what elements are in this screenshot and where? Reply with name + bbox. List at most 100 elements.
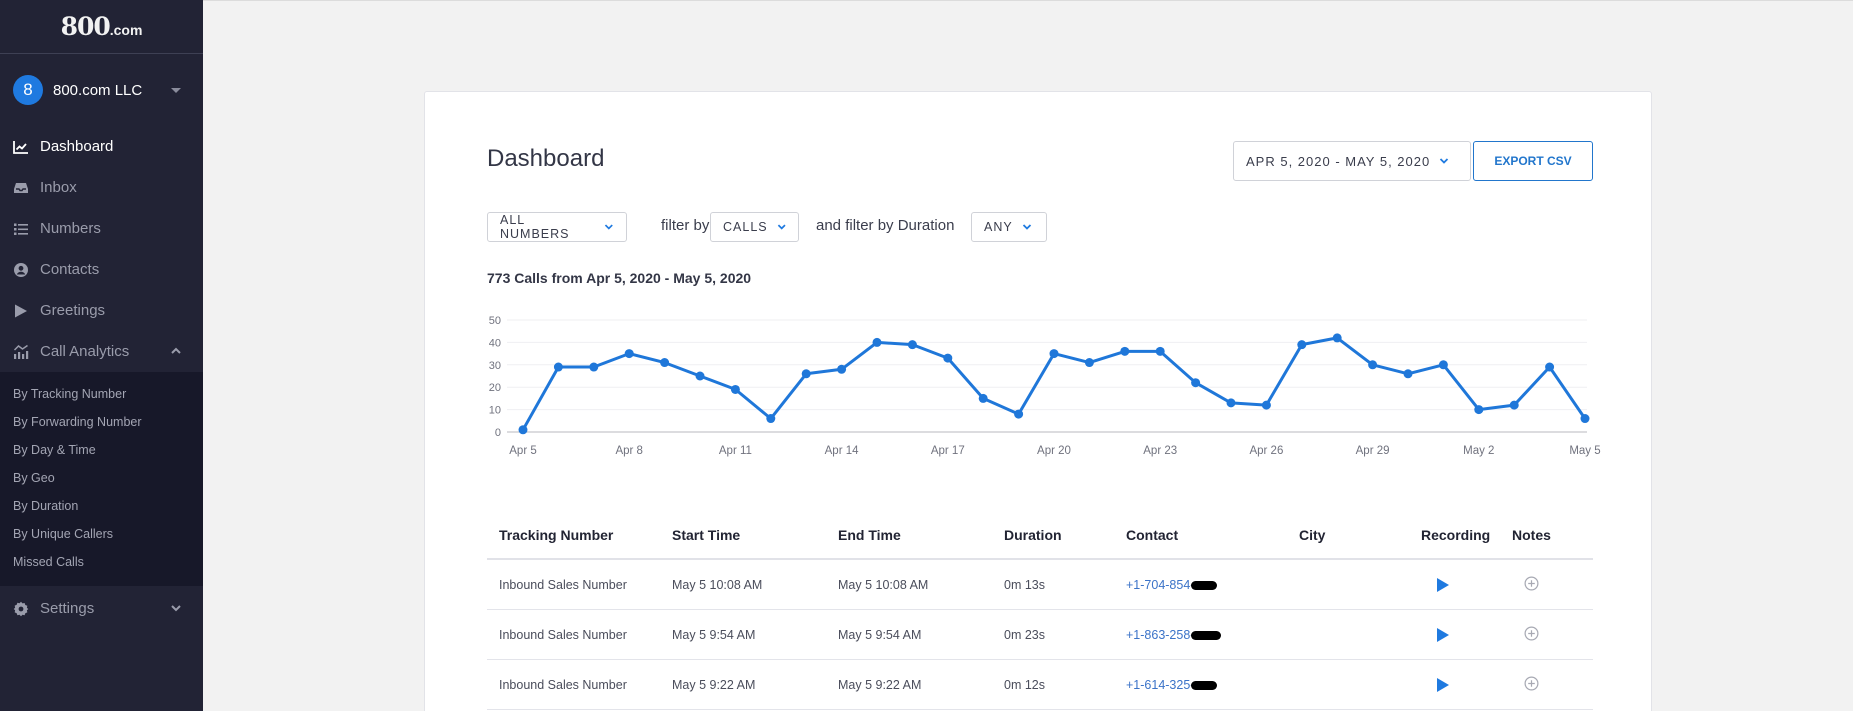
- submenu-by-duration[interactable]: By Duration: [13, 499, 79, 513]
- play-recording-icon[interactable]: [1437, 677, 1449, 692]
- filter-by-label: filter by: [661, 217, 710, 234]
- submenu-by-tracking-number[interactable]: By Tracking Number: [13, 387, 127, 401]
- notes-cell: [1500, 576, 1593, 594]
- notes-cell: [1500, 626, 1593, 644]
- list-icon: [13, 221, 29, 237]
- column-header-contact[interactable]: Contact: [1126, 527, 1179, 543]
- sidebar-item-label: Numbers: [40, 220, 101, 237]
- redaction-mark: [1191, 680, 1218, 690]
- column-header-tracking-number[interactable]: Tracking Number: [499, 527, 614, 543]
- column-header-end-time[interactable]: End Time: [838, 527, 901, 543]
- sidebar-item-contacts[interactable]: Contacts: [0, 249, 203, 290]
- column-header-city[interactable]: City: [1299, 527, 1326, 543]
- account-switcher[interactable]: 8 800.com LLC: [0, 54, 203, 126]
- call-analytics-submenu: By Tracking Number By Forwarding Number …: [0, 372, 203, 586]
- chevron-down-icon: [1022, 224, 1031, 230]
- sidebar-item-inbox[interactable]: Inbox: [0, 167, 203, 208]
- svg-text:Apr 29: Apr 29: [1356, 445, 1390, 457]
- user-circle-icon: [13, 262, 29, 278]
- end-time-cell: May 5 10:08 AM: [838, 577, 929, 592]
- export-csv-button[interactable]: EXPORT CSV: [1473, 141, 1593, 181]
- sidebar-item-numbers[interactable]: Numbers: [0, 208, 203, 249]
- date-range-picker[interactable]: APR 5, 2020 - MAY 5, 2020: [1233, 141, 1471, 181]
- svg-text:May 5: May 5: [1569, 445, 1600, 457]
- table-row[interactable]: Inbound Sales Number May 5 9:54 AM May 5…: [487, 610, 1593, 660]
- column-header-notes: Notes: [1512, 527, 1551, 543]
- svg-text:20: 20: [489, 382, 501, 394]
- contact-link[interactable]: +1-704-854-: [1114, 578, 1287, 592]
- end-time-cell: May 5 9:54 AM: [838, 627, 922, 642]
- redaction-mark: [1191, 630, 1222, 640]
- sidebar-item-label: Call Analytics: [40, 343, 130, 360]
- sidebar-item-label: Contacts: [40, 261, 100, 278]
- chevron-down-icon: [777, 224, 786, 230]
- sidebar-item-call-analytics[interactable]: Call Analytics: [0, 331, 203, 372]
- sidebar-item-label: Settings: [40, 600, 95, 617]
- type-filter-dropdown[interactable]: CALLS: [710, 212, 799, 242]
- submenu-by-geo[interactable]: By Geo: [13, 471, 55, 485]
- contact-link[interactable]: +1-863-258-: [1114, 628, 1287, 642]
- play-recording-icon[interactable]: [1437, 577, 1449, 592]
- redaction-mark: [1191, 580, 1218, 590]
- contact-link[interactable]: +1-614-325-: [1114, 678, 1287, 692]
- column-header-duration[interactable]: Duration: [1004, 527, 1062, 543]
- add-note-icon[interactable]: [1524, 676, 1539, 691]
- svg-text:Apr 23: Apr 23: [1143, 445, 1177, 457]
- calls-table: Tracking Number Start Time End Time Dura…: [487, 512, 1593, 710]
- table-row[interactable]: Inbound Sales Number May 5 10:08 AM May …: [487, 560, 1593, 610]
- svg-text:10: 10: [489, 405, 501, 417]
- calls-line-chart: 0 10 20 30 40 50 Apr 5 Apr 8 Apr 11 Apr 14 Apr 17 A…: [489, 315, 1601, 457]
- column-header-recording: Recording: [1421, 527, 1491, 543]
- logo-area: 800.com: [0, 0, 203, 54]
- notes-cell: [1500, 676, 1593, 694]
- table-row[interactable]: Inbound Sales Number May 5 9:22 AM May 5…: [487, 660, 1593, 710]
- caret-down-icon: [171, 88, 181, 93]
- start-time-cell: May 5 9:54 AM: [672, 627, 756, 642]
- numbers-filter-dropdown[interactable]: ALL NUMBERS: [487, 212, 627, 242]
- logo[interactable]: 800.com: [60, 12, 143, 41]
- submenu-by-day-time[interactable]: By Day & Time: [13, 443, 96, 457]
- top-border: [0, 0, 1853, 1]
- svg-text:50: 50: [489, 315, 501, 327]
- add-note-icon[interactable]: [1524, 626, 1539, 641]
- play-icon: [13, 303, 29, 319]
- sidebar-item-settings[interactable]: Settings: [0, 588, 203, 629]
- gear-icon: [13, 601, 29, 617]
- sidebar-item-label: Greetings: [40, 302, 106, 319]
- submenu-by-forwarding-number[interactable]: By Forwarding Number: [13, 415, 142, 429]
- recording-cell: [1409, 677, 1500, 692]
- svg-text:Apr 14: Apr 14: [825, 445, 859, 457]
- chart-title: 773 Calls from Apr 5, 2020 - May 5, 2020: [487, 270, 752, 286]
- inbox-icon: [13, 180, 29, 196]
- svg-text:0: 0: [495, 427, 501, 439]
- start-time-cell: May 5 10:08 AM: [672, 577, 763, 592]
- submenu-by-unique-callers[interactable]: By Unique Callers: [13, 527, 114, 541]
- add-note-icon[interactable]: [1524, 576, 1539, 591]
- page-title: Dashboard: [487, 145, 605, 172]
- tracking-number-cell: Inbound Sales Number: [499, 577, 627, 592]
- account-name: 800.com LLC: [53, 81, 143, 99]
- duration-cell: 0m 23s: [1004, 627, 1045, 642]
- dashboard-card: Dashboard APR 5, 2020 - MAY 5, 2020 EXPO…: [424, 91, 1652, 711]
- play-recording-icon[interactable]: [1437, 627, 1449, 642]
- chart-line-icon: [13, 139, 29, 155]
- svg-text:Apr 20: Apr 20: [1037, 445, 1071, 457]
- submenu-missed-calls[interactable]: Missed Calls: [13, 555, 84, 569]
- start-time-cell: May 5 9:22 AM: [672, 677, 756, 692]
- sidebar-item-greetings[interactable]: Greetings: [0, 290, 203, 331]
- chevron-up-icon: [171, 347, 181, 354]
- sidebar-item-dashboard[interactable]: Dashboard: [0, 126, 203, 167]
- duration-filter-dropdown[interactable]: ANY: [971, 212, 1047, 242]
- end-time-cell: May 5 9:22 AM: [838, 677, 922, 692]
- sidebar-item-label: Inbox: [40, 179, 77, 196]
- svg-text:40: 40: [489, 337, 501, 349]
- sidebar: 800.com 8 800.com LLC Dashboard Inbox Nu…: [0, 0, 203, 711]
- duration-filter-value: ANY: [984, 220, 1013, 234]
- svg-text:Apr 26: Apr 26: [1249, 445, 1283, 457]
- duration-cell: 0m 12s: [1004, 677, 1045, 692]
- svg-text:May 2: May 2: [1463, 445, 1494, 457]
- account-avatar: 8: [13, 75, 43, 105]
- type-filter-value: CALLS: [723, 220, 768, 234]
- table-header: Tracking Number Start Time End Time Dura…: [487, 512, 1593, 560]
- column-header-start-time[interactable]: Start Time: [672, 527, 741, 543]
